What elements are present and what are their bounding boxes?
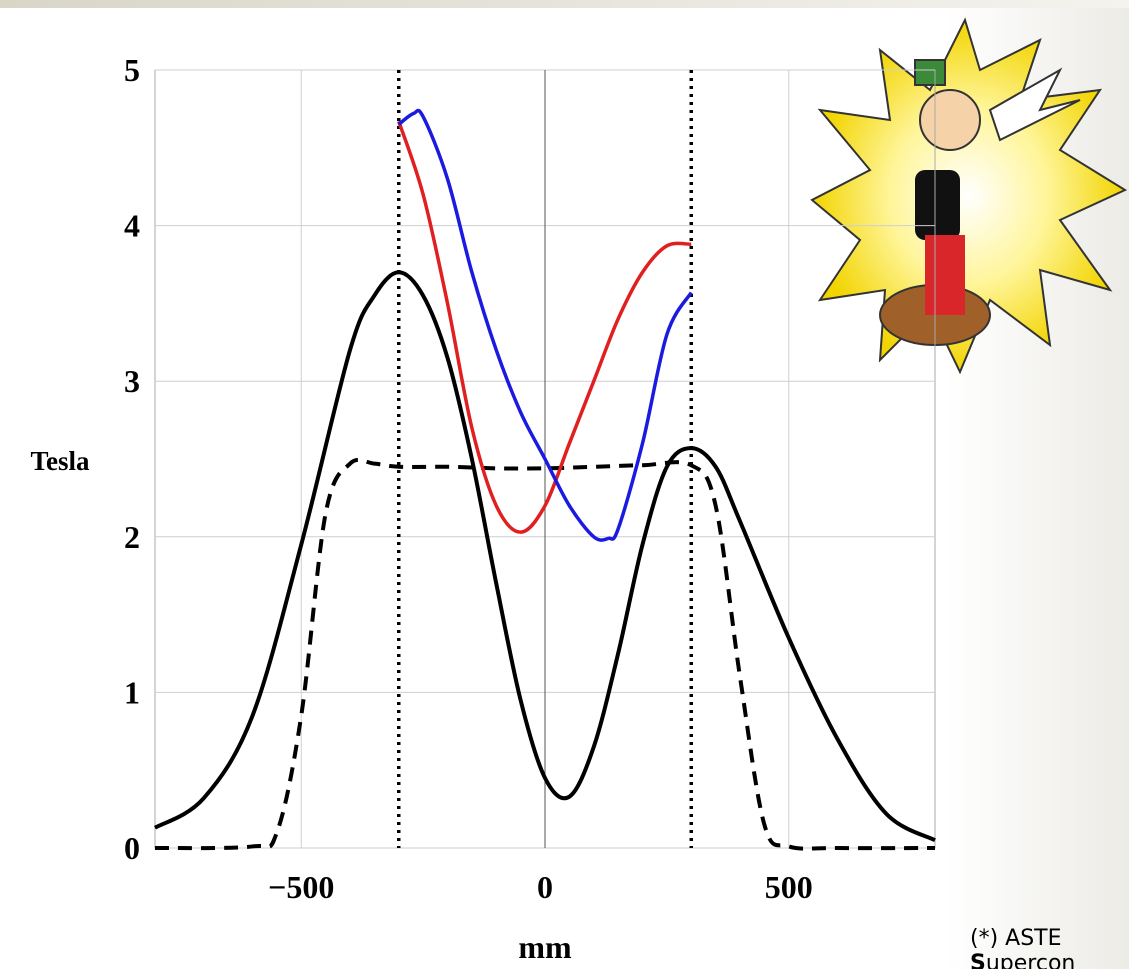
y-tick-label: 1	[124, 674, 140, 710]
x-tick-label: 500	[765, 869, 813, 905]
y-axis-label: Tesla	[30, 446, 90, 476]
series-line	[154, 457, 936, 851]
y-tick-label: 5	[124, 52, 140, 88]
top-band	[0, 0, 1129, 8]
y-tick-label: 3	[124, 363, 140, 399]
footnote-rest: upercon	[986, 951, 1076, 969]
footnote: Supercon	[970, 951, 1075, 969]
x-tick-label: 0	[537, 869, 553, 905]
series-line	[397, 108, 693, 542]
x-tick-label: −500	[268, 869, 334, 905]
series-line	[153, 270, 936, 843]
y-tick-label: 0	[124, 830, 140, 866]
x-axis-label: mm	[518, 929, 572, 965]
series-line	[397, 120, 692, 534]
y-tick-label: 4	[124, 208, 140, 244]
y-tick-label: 2	[124, 519, 140, 555]
footnote-bold: S	[970, 951, 986, 969]
footnote: (*) ASTE	[970, 926, 1062, 951]
